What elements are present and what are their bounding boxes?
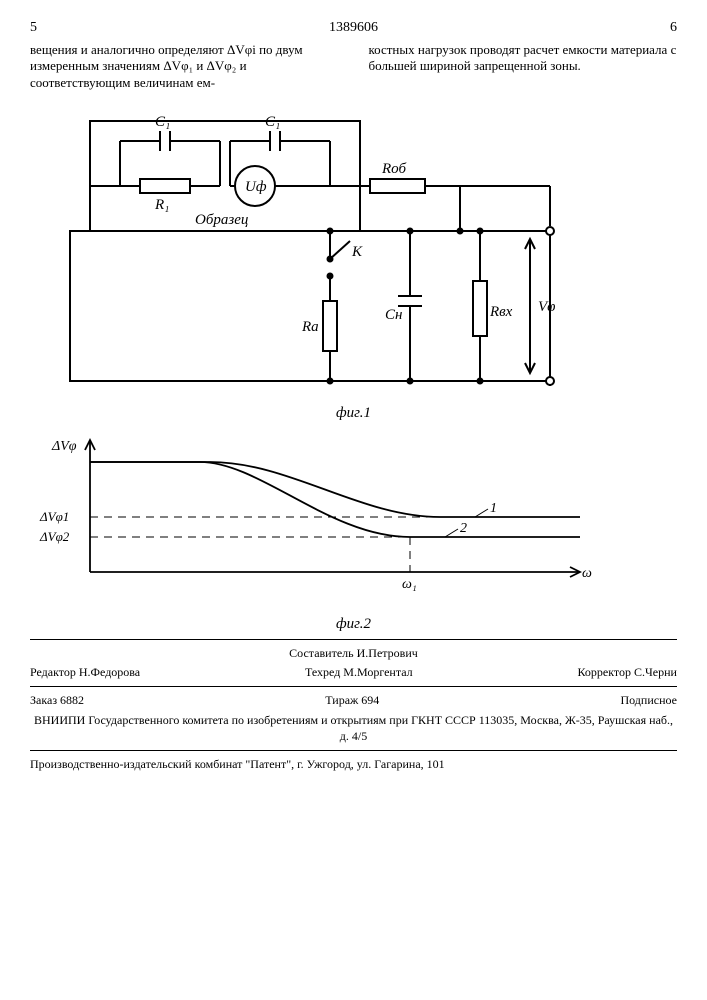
label-rob: Rоб	[381, 161, 406, 177]
label-cn: Cн	[385, 307, 402, 323]
label-uf: Uф	[245, 179, 267, 195]
credits-row-2: Редактор Н.Федорова Техред М.Моргентал К…	[30, 665, 677, 680]
order-num: Заказ 6882	[30, 693, 84, 708]
label-c1a: C₁	[155, 114, 170, 130]
curves-svg: ΔVφ ω ΔVφ1 ΔVφ2 ω₁ 1 2	[30, 432, 610, 612]
label-obrazec: Образец	[195, 212, 248, 228]
editor: Редактор Н.Федорова	[30, 665, 140, 680]
tirage: Тираж 694	[325, 693, 379, 708]
svg-text:ΔVφ1: ΔVφ1	[39, 509, 69, 524]
footer-line: Производственно-издательский комбинат "П…	[30, 757, 677, 772]
sub: Подписное	[620, 693, 677, 708]
label-rbx: Rвх	[489, 304, 513, 320]
circuit-svg: C₁ C₁ R₁ Uф Образец Rоб K Rа Cн Rвх Vφ	[30, 101, 590, 401]
page-left-num: 5	[30, 20, 37, 36]
svg-text:ΔVφ2: ΔVφ2	[39, 529, 70, 544]
col-left: вещения и аналогично определяют ΔVφi по …	[30, 42, 339, 91]
page-header: 5 1389606 6	[30, 20, 677, 36]
fig2-caption: фиг.2	[30, 616, 677, 633]
col-right: костных нагрузок проводят расчет емкости…	[369, 42, 678, 91]
label-r1: R₁	[154, 197, 169, 213]
fig1-caption: фиг.1	[30, 405, 677, 422]
svg-text:ω: ω	[582, 566, 592, 581]
figure-2: ΔVφ ω ΔVφ1 ΔVφ2 ω₁ 1 2 фиг.2	[30, 432, 677, 633]
credits-row-1: Составитель И.Петрович	[30, 646, 677, 661]
page-right-num: 6	[670, 20, 677, 36]
text-columns: вещения и аналогично определяют ΔVφi по …	[30, 42, 677, 91]
publisher-info: ВНИИПИ Государственного комитета по изоб…	[30, 712, 677, 744]
label-c1b: C₁	[265, 114, 280, 130]
svg-text:ΔVφ: ΔVφ	[51, 439, 77, 454]
divider	[30, 750, 677, 751]
svg-text:ω₁: ω₁	[402, 577, 417, 592]
document-number: 1389606	[329, 20, 378, 36]
divider	[30, 639, 677, 640]
label-k: K	[351, 244, 363, 260]
label-vf: Vφ	[538, 299, 555, 315]
techred: Техред М.Моргентал	[305, 665, 413, 680]
svg-text:2: 2	[460, 521, 467, 536]
corrector: Корректор С.Черни	[578, 665, 677, 680]
compiler: Составитель И.Петрович	[289, 646, 418, 661]
svg-text:1: 1	[490, 501, 497, 516]
figure-1: C₁ C₁ R₁ Uф Образец Rоб K Rа Cн Rвх Vφ ф…	[30, 101, 677, 422]
label-ra: Rа	[301, 319, 319, 335]
divider	[30, 686, 677, 687]
pub-row: Заказ 6882 Тираж 694 Подписное	[30, 693, 677, 708]
